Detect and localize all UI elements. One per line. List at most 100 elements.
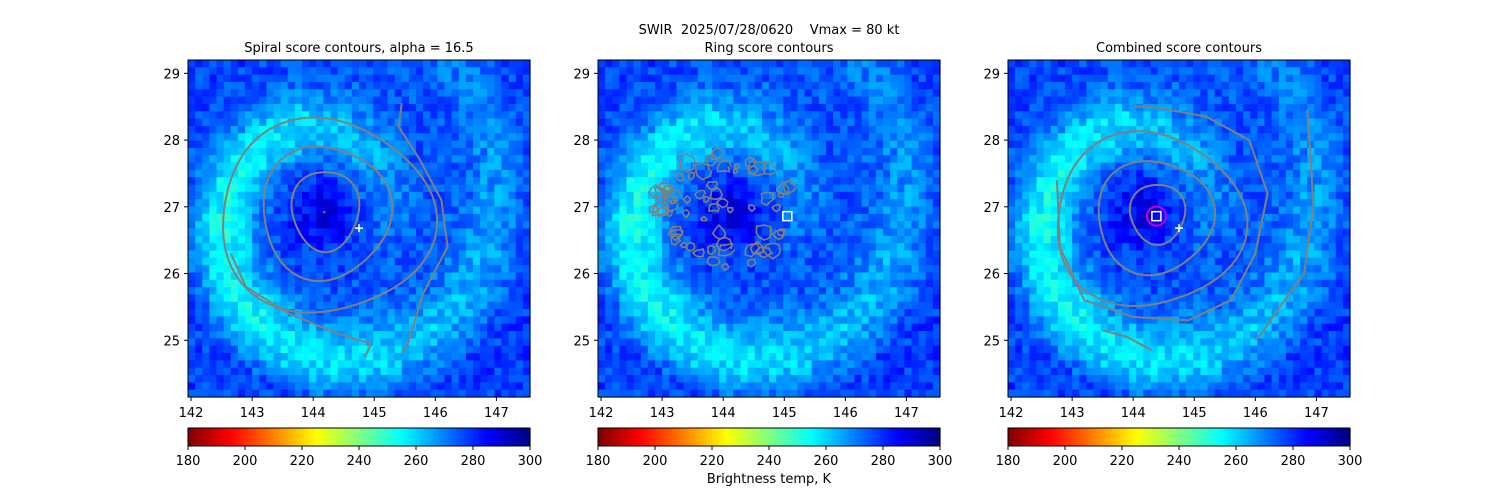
heatmap-cell — [359, 316, 367, 325]
heatmap-cell — [351, 345, 360, 354]
heatmap-cell — [598, 243, 606, 252]
heatmap-cell — [202, 147, 210, 156]
heatmap-cell — [854, 221, 863, 230]
heatmap-cell — [847, 294, 856, 303]
colorbar-segment — [188, 428, 192, 446]
heatmap-cell — [373, 155, 381, 164]
heatmap-cell — [344, 162, 353, 171]
heatmap-cell — [740, 367, 749, 376]
heatmap-cell — [747, 177, 756, 186]
heatmap-cell — [669, 301, 677, 310]
heatmap-cell — [401, 375, 410, 383]
heatmap-cell — [473, 133, 481, 142]
heatmap-cell — [704, 331, 713, 339]
heatmap-cell — [316, 169, 324, 178]
heatmap-cell — [883, 162, 891, 171]
heatmap-cell — [818, 228, 827, 237]
heatmap-cell — [626, 287, 635, 296]
heatmap-cell — [209, 103, 218, 112]
colorbar-tick-label: 240 — [347, 454, 372, 469]
heatmap-cell — [925, 169, 934, 178]
heatmap-cell — [854, 206, 863, 215]
heatmap-cell — [287, 162, 296, 171]
heatmap-cell — [380, 96, 389, 105]
heatmap-cell — [273, 287, 282, 296]
heatmap-cell — [323, 199, 332, 208]
heatmap-cell — [465, 184, 474, 193]
heatmap-cell — [662, 389, 670, 398]
heatmap-cell — [316, 221, 324, 230]
heatmap-cell — [195, 294, 203, 303]
heatmap-cell — [826, 89, 834, 98]
heatmap-cell — [494, 177, 503, 186]
colorbar-segment — [339, 428, 343, 446]
heatmap-cell — [847, 199, 856, 208]
heatmap-cell — [487, 250, 495, 259]
heatmap-cell — [309, 382, 317, 391]
heatmap-cell — [833, 265, 841, 274]
heatmap-cell — [280, 96, 289, 105]
heatmap-cell — [416, 243, 424, 252]
heatmap-cell — [640, 162, 649, 171]
heatmap-cell — [195, 96, 203, 105]
heatmap-cell — [337, 287, 346, 296]
heatmap-cell — [669, 133, 677, 142]
heatmap-cell — [883, 367, 891, 376]
heatmap-cell — [1086, 74, 1095, 83]
heatmap-cell — [861, 257, 870, 266]
heatmap-cell — [619, 103, 628, 112]
contour-line — [746, 160, 767, 177]
heatmap-cell — [932, 331, 941, 339]
heatmap-cell — [662, 184, 670, 193]
heatmap-cell — [769, 206, 777, 215]
heatmap-cell — [259, 147, 267, 156]
colorbar-segment — [407, 428, 411, 446]
heatmap-cell — [726, 140, 734, 149]
heatmap-cell — [676, 147, 685, 156]
heatmap-cell — [868, 382, 877, 391]
colorbar-segment — [404, 428, 409, 446]
heatmap-cell — [522, 67, 531, 76]
heatmap-cell — [480, 103, 488, 112]
heatmap-cell — [188, 213, 196, 222]
heatmap-cell — [883, 81, 891, 90]
heatmap-cell — [904, 81, 913, 90]
heatmap-cell — [747, 331, 756, 339]
heatmap-cell — [465, 177, 474, 186]
heatmap-cell — [626, 375, 635, 383]
heatmap-cell — [1179, 60, 1187, 68]
heatmap-cell — [1221, 60, 1230, 68]
heatmap-cell — [868, 111, 877, 120]
heatmap-cell — [359, 133, 367, 142]
heatmap-cell — [230, 265, 239, 274]
heatmap-cell — [890, 96, 898, 105]
heatmap-cell — [501, 382, 510, 391]
heatmap-cell — [754, 118, 763, 127]
heatmap-cell — [797, 221, 806, 230]
heatmap-cell — [323, 331, 332, 339]
heatmap-cell — [797, 235, 806, 244]
heatmap-cell — [230, 279, 239, 288]
heatmap-cell — [380, 147, 389, 156]
heatmap-cell — [487, 331, 495, 339]
heatmap-cell — [309, 353, 317, 361]
heatmap-cell — [697, 294, 706, 303]
heatmap-cell — [619, 118, 628, 127]
heatmap-cell — [754, 257, 763, 266]
heatmap-cell — [209, 382, 218, 391]
heatmap-cell — [612, 265, 620, 274]
heatmap-cell — [647, 133, 656, 142]
heatmap-cell — [818, 206, 827, 215]
heatmap-cell — [704, 111, 713, 120]
heatmap-cell — [883, 228, 891, 237]
heatmap-cell — [605, 309, 613, 318]
heatmap-cell — [294, 89, 303, 98]
heatmap-cell — [1243, 74, 1251, 83]
heatmap-cell — [726, 125, 734, 134]
heatmap-cell — [690, 257, 699, 266]
heatmap-cell — [259, 162, 267, 171]
heatmap-cell — [740, 140, 749, 149]
heatmap-cell — [408, 228, 417, 237]
heatmap-cell — [847, 323, 856, 332]
heatmap-cell — [480, 221, 488, 230]
